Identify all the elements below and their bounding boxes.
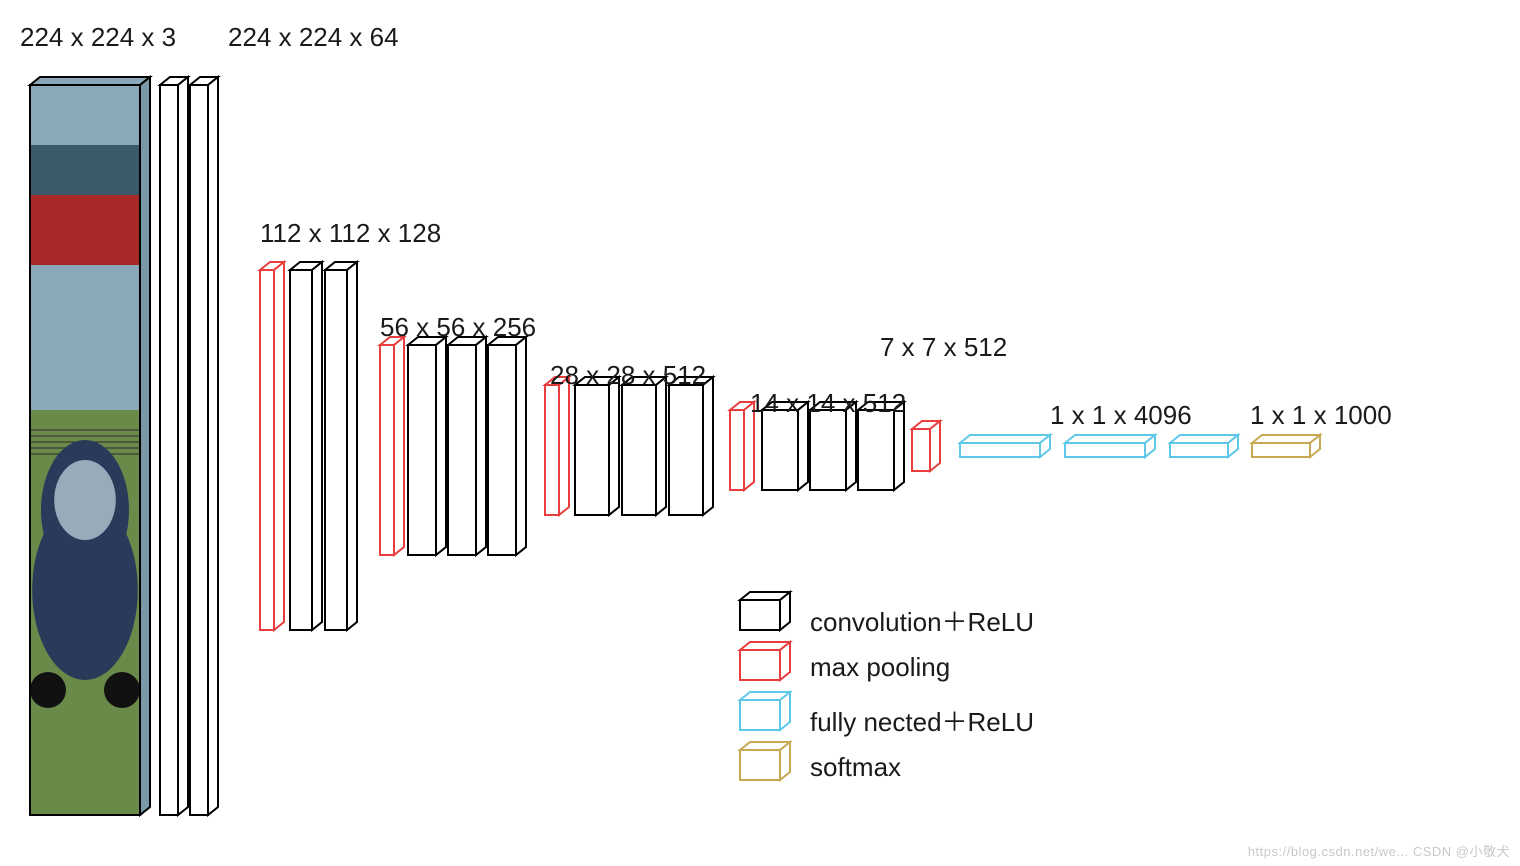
layer-pool1 bbox=[260, 262, 284, 630]
dim-label-l-input: 224 x 224 x 3 bbox=[20, 22, 176, 53]
dim-label-l-conv5: 14 x 14 x 512 bbox=[750, 388, 906, 419]
input-image bbox=[30, 77, 150, 815]
legend-box-fc bbox=[740, 692, 790, 730]
watermark: https://blog.csdn.net/we... CSDN @小敬犬 bbox=[1248, 841, 1510, 860]
layer-conv3-2 bbox=[448, 337, 486, 555]
dim-label-l-conv1: 224 x 224 x 64 bbox=[228, 22, 399, 53]
legend-box-conv bbox=[740, 592, 790, 630]
layer-conv3-3 bbox=[488, 337, 526, 555]
legend-label-conv: convolution＋ReLU bbox=[810, 602, 1034, 639]
layer-conv4-2 bbox=[622, 377, 666, 515]
layer-conv2-2 bbox=[325, 262, 357, 630]
legend-label-fc: fully nected＋ReLU bbox=[810, 702, 1034, 739]
layer-conv4-3 bbox=[669, 377, 713, 515]
legend-label-pool: max pooling bbox=[810, 652, 950, 683]
layer-conv1-2 bbox=[190, 77, 218, 815]
layer-conv1-1 bbox=[160, 77, 188, 815]
legend-box-soft bbox=[740, 742, 790, 780]
layer-pool3 bbox=[545, 377, 569, 515]
layer-pool5 bbox=[912, 421, 940, 471]
dim-label-l-fc8: 1 x 1 x 1000 bbox=[1250, 400, 1392, 431]
legend-label-soft: softmax bbox=[810, 752, 901, 783]
layer-softmax bbox=[1252, 435, 1320, 457]
layer-conv4-1 bbox=[575, 377, 619, 515]
dim-label-l-conv3: 56 x 56 x 256 bbox=[380, 312, 536, 343]
layer-conv3-1 bbox=[408, 337, 446, 555]
dim-label-l-pool5: 7 x 7 x 512 bbox=[880, 332, 1007, 363]
diagram-canvas bbox=[0, 0, 1520, 866]
layer-pool2 bbox=[380, 337, 404, 555]
dim-label-l-conv4: 28 x 28 x 512 bbox=[550, 360, 706, 391]
layer-fc8 bbox=[1170, 435, 1238, 457]
layer-fc7 bbox=[1065, 435, 1155, 457]
legend-box-pool bbox=[740, 642, 790, 680]
layer-fc6 bbox=[960, 435, 1050, 457]
vgg-architecture-diagram: 224 x 224 x 3 224 x 224 x 64 112 x 112 x 1… bbox=[0, 0, 1520, 866]
layer-conv2-1 bbox=[290, 262, 322, 630]
dim-label-l-conv2: 112 x 112 x 128 bbox=[260, 218, 441, 249]
dim-label-l-fc67: 1 x 1 x 4096 bbox=[1050, 400, 1192, 431]
